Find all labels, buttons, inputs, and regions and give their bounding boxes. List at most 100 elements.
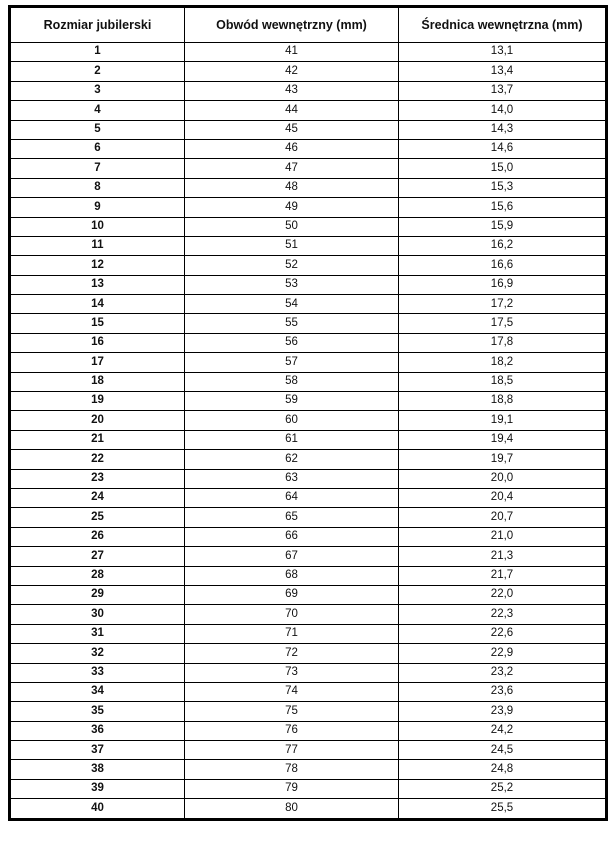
circumference-cell: 52 — [184, 255, 399, 276]
table-row: 26 66 21,0 — [9, 526, 607, 548]
table-row: 28 68 21,7 — [9, 565, 607, 586]
table-row: 30 70 22,3 — [9, 604, 607, 625]
circumference-cell: 69 — [184, 584, 399, 606]
diameter-cell: 22,3 — [398, 604, 607, 625]
table-row: 35 75 23,9 — [9, 701, 607, 722]
circumference-cell: 66 — [184, 526, 399, 548]
table-row: 23 63 20,0 — [9, 468, 607, 489]
size-cell: 32 — [9, 643, 185, 664]
diameter-cell: 16,2 — [398, 235, 607, 257]
size-cell: 19 — [9, 391, 185, 412]
diameter-cell: 17,5 — [398, 313, 607, 334]
table-header: Rozmiar jubilerski Obwód wewnętrzny (mm)… — [9, 6, 607, 43]
size-cell: 5 — [9, 119, 185, 140]
size-cell: 6 — [9, 138, 185, 160]
diameter-cell: 23,6 — [398, 681, 607, 703]
circumference-cell: 77 — [184, 740, 399, 761]
diameter-cell: 15,9 — [398, 216, 607, 237]
circumference-cell: 47 — [184, 158, 399, 179]
diameter-cell: 16,6 — [398, 255, 607, 276]
diameter-cell: 13,4 — [398, 61, 607, 82]
circumference-cell: 74 — [184, 681, 399, 703]
size-cell: 9 — [9, 197, 185, 218]
size-cell: 31 — [9, 623, 185, 645]
diameter-cell: 22,6 — [398, 623, 607, 645]
size-cell: 40 — [9, 798, 185, 820]
table-row: 38 78 24,8 — [9, 759, 607, 780]
header-row: Rozmiar jubilerski Obwód wewnętrzny (mm)… — [9, 6, 607, 43]
table-row: 1 41 13,1 — [9, 41, 607, 63]
size-cell: 12 — [9, 255, 185, 276]
table-row: 13 53 16,9 — [9, 274, 607, 296]
table-row: 7 47 15,0 — [9, 158, 607, 179]
size-cell: 38 — [9, 759, 185, 780]
table-row: 2 42 13,4 — [9, 61, 607, 82]
size-cell: 18 — [9, 371, 185, 393]
table-row: 3 43 13,7 — [9, 80, 607, 102]
circumference-cell: 54 — [184, 294, 399, 315]
circumference-cell: 56 — [184, 332, 399, 354]
table-row: 31 71 22,6 — [9, 623, 607, 645]
table-row: 32 72 22,9 — [9, 643, 607, 664]
diameter-cell: 16,9 — [398, 274, 607, 296]
table-row: 27 67 21,3 — [9, 546, 607, 567]
table-row: 16 56 17,8 — [9, 332, 607, 354]
table-row: 36 76 24,2 — [9, 720, 607, 742]
circumference-cell: 55 — [184, 313, 399, 334]
circumference-cell: 73 — [184, 662, 399, 683]
diameter-cell: 23,2 — [398, 662, 607, 683]
table-row: 11 51 16,2 — [9, 235, 607, 257]
diameter-cell: 15,0 — [398, 158, 607, 179]
table-row: 37 77 24,5 — [9, 740, 607, 761]
size-cell: 7 — [9, 158, 185, 179]
circumference-cell: 58 — [184, 371, 399, 393]
diameter-cell: 22,9 — [398, 643, 607, 664]
table-row: 21 61 19,4 — [9, 429, 607, 451]
table-row: 10 50 15,9 — [9, 216, 607, 237]
size-cell: 21 — [9, 429, 185, 451]
size-cell: 23 — [9, 468, 185, 489]
size-cell: 30 — [9, 604, 185, 625]
diameter-cell: 24,5 — [398, 740, 607, 761]
size-cell: 11 — [9, 235, 185, 257]
table-row: 24 64 20,4 — [9, 487, 607, 509]
table-row: 9 49 15,6 — [9, 197, 607, 218]
size-cell: 14 — [9, 294, 185, 315]
diameter-cell: 14,6 — [398, 138, 607, 160]
table-row: 12 52 16,6 — [9, 255, 607, 276]
size-cell: 29 — [9, 584, 185, 606]
diameter-cell: 18,8 — [398, 391, 607, 412]
table-row: 17 57 18,2 — [9, 352, 607, 373]
circumference-cell: 41 — [184, 41, 399, 63]
table-row: 34 74 23,6 — [9, 681, 607, 703]
table-row: 18 58 18,5 — [9, 371, 607, 393]
diameter-cell: 19,4 — [398, 429, 607, 451]
size-cell: 33 — [9, 662, 185, 683]
circumference-cell: 71 — [184, 623, 399, 645]
size-cell: 22 — [9, 449, 185, 470]
size-cell: 4 — [9, 100, 185, 121]
size-cell: 2 — [9, 61, 185, 82]
circumference-cell: 65 — [184, 507, 399, 528]
size-cell: 39 — [9, 778, 185, 800]
size-cell: 27 — [9, 546, 185, 567]
diameter-cell: 15,6 — [398, 197, 607, 218]
table-row: 8 48 15,3 — [9, 177, 607, 199]
circumference-cell: 60 — [184, 410, 399, 431]
circumference-cell: 68 — [184, 565, 399, 586]
header-size: Rozmiar jubilerski — [9, 6, 185, 43]
circumference-cell: 53 — [184, 274, 399, 296]
circumference-cell: 57 — [184, 352, 399, 373]
diameter-cell: 14,3 — [398, 119, 607, 140]
size-cell: 15 — [9, 313, 185, 334]
header-diameter: Średnica wewnętrzna (mm) — [398, 6, 607, 43]
diameter-cell: 17,2 — [398, 294, 607, 315]
circumference-cell: 48 — [184, 177, 399, 199]
size-cell: 20 — [9, 410, 185, 431]
ring-size-table: Rozmiar jubilerski Obwód wewnętrzny (mm)… — [8, 5, 608, 821]
circumference-cell: 42 — [184, 61, 399, 82]
diameter-cell: 21,0 — [398, 526, 607, 548]
table-row: 40 80 25,5 — [9, 798, 607, 820]
size-cell: 34 — [9, 681, 185, 703]
